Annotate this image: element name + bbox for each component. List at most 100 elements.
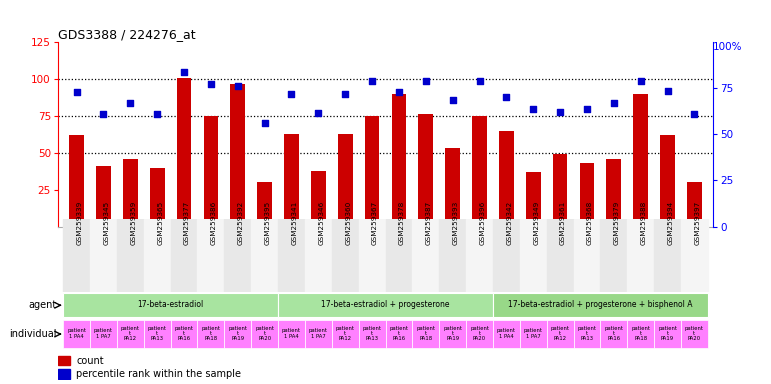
- Point: [366, 78, 379, 84]
- Text: patient
t
PA13: patient t PA13: [148, 326, 167, 341]
- Point: [124, 99, 136, 106]
- Point: [419, 78, 432, 84]
- Bar: [520, 219, 547, 292]
- Text: 17-beta-estradiol + progesterone: 17-beta-estradiol + progesterone: [322, 300, 449, 309]
- Bar: [123, 159, 138, 227]
- Text: GSM259395: GSM259395: [264, 200, 271, 245]
- Text: patient
t
PA19: patient t PA19: [658, 326, 677, 341]
- Bar: [338, 134, 352, 227]
- Bar: [359, 320, 386, 348]
- Bar: [90, 219, 117, 292]
- Bar: [681, 219, 708, 292]
- Text: patient
t
PA12: patient t PA12: [550, 326, 570, 341]
- Text: patient
t
PA20: patient t PA20: [470, 326, 489, 341]
- Text: GSM259379: GSM259379: [614, 200, 620, 245]
- Bar: [499, 131, 513, 227]
- Text: patient
t
PA19: patient t PA19: [228, 326, 247, 341]
- Bar: [386, 320, 412, 348]
- Bar: [687, 182, 702, 227]
- Text: 17-beta-estradiol: 17-beta-estradiol: [137, 300, 204, 309]
- Bar: [63, 219, 90, 292]
- Bar: [607, 159, 621, 227]
- Bar: [311, 170, 325, 227]
- Bar: [681, 320, 708, 348]
- Bar: [547, 219, 574, 292]
- Text: patient
1 PA7: patient 1 PA7: [94, 328, 113, 339]
- Text: patient
1 PA4: patient 1 PA4: [67, 328, 86, 339]
- Text: GSM259345: GSM259345: [103, 200, 109, 245]
- Text: GSM259386: GSM259386: [211, 200, 217, 245]
- Text: GSM259342: GSM259342: [507, 200, 513, 245]
- Text: GSM259393: GSM259393: [453, 200, 459, 245]
- Bar: [493, 219, 520, 292]
- Text: patient
t
PA20: patient t PA20: [255, 326, 274, 341]
- Bar: [197, 320, 224, 348]
- Bar: [150, 167, 164, 227]
- Point: [473, 78, 486, 84]
- Text: GSM259359: GSM259359: [130, 200, 136, 245]
- Text: patient
t
PA12: patient t PA12: [121, 326, 140, 341]
- Bar: [439, 219, 466, 292]
- Point: [635, 78, 647, 84]
- Bar: [660, 135, 675, 227]
- Bar: [117, 320, 143, 348]
- Point: [581, 106, 593, 112]
- Bar: [332, 219, 359, 292]
- Text: GSM259365: GSM259365: [157, 200, 163, 245]
- Text: count: count: [76, 356, 104, 366]
- Bar: [305, 219, 332, 292]
- Text: GSM259361: GSM259361: [560, 200, 566, 245]
- Bar: [446, 148, 460, 227]
- Bar: [520, 320, 547, 348]
- Bar: [526, 172, 540, 227]
- Text: GSM259396: GSM259396: [480, 200, 486, 245]
- Bar: [63, 293, 278, 317]
- Bar: [197, 219, 224, 292]
- Text: GSM259367: GSM259367: [372, 200, 378, 245]
- Bar: [553, 154, 567, 227]
- Bar: [601, 219, 628, 292]
- Bar: [580, 163, 594, 227]
- Text: patient
t
PA19: patient t PA19: [443, 326, 462, 341]
- Point: [339, 91, 352, 97]
- Bar: [251, 320, 278, 348]
- Text: patient
t
PA18: patient t PA18: [631, 326, 650, 341]
- Text: patient
1 PA4: patient 1 PA4: [282, 328, 301, 339]
- Point: [527, 106, 540, 112]
- Bar: [177, 78, 191, 227]
- Text: patient
t
PA16: patient t PA16: [389, 326, 409, 341]
- Text: patient
1 PA7: patient 1 PA7: [309, 328, 328, 339]
- Text: GSM259394: GSM259394: [668, 200, 674, 245]
- Bar: [284, 134, 299, 227]
- Text: 17-beta-estradiol + progesterone + bisphenol A: 17-beta-estradiol + progesterone + bisph…: [508, 300, 692, 309]
- Bar: [359, 219, 386, 292]
- Bar: [251, 219, 278, 292]
- Point: [70, 89, 82, 96]
- Text: GSM259377: GSM259377: [184, 200, 190, 245]
- Text: patient
1 PA4: patient 1 PA4: [497, 328, 516, 339]
- Text: patient
1 PA7: patient 1 PA7: [524, 328, 543, 339]
- Text: patient
t
PA12: patient t PA12: [335, 326, 355, 341]
- Bar: [365, 116, 379, 227]
- Bar: [278, 320, 305, 348]
- Text: agent: agent: [29, 300, 56, 310]
- Point: [689, 111, 701, 118]
- Point: [608, 99, 620, 106]
- Text: GSM259349: GSM259349: [534, 200, 539, 245]
- Bar: [633, 94, 648, 227]
- Bar: [170, 219, 197, 292]
- Point: [500, 94, 513, 100]
- Bar: [439, 320, 466, 348]
- Bar: [493, 320, 520, 348]
- Text: patient
t
PA13: patient t PA13: [362, 326, 382, 341]
- Text: patient
t
PA16: patient t PA16: [174, 326, 194, 341]
- Bar: [63, 320, 90, 348]
- Bar: [466, 320, 493, 348]
- Text: GSM259392: GSM259392: [237, 200, 244, 245]
- Point: [231, 83, 244, 89]
- Bar: [574, 320, 601, 348]
- Text: GSM259397: GSM259397: [695, 200, 700, 245]
- Bar: [278, 293, 493, 317]
- Text: GSM259387: GSM259387: [426, 200, 432, 245]
- Bar: [601, 320, 628, 348]
